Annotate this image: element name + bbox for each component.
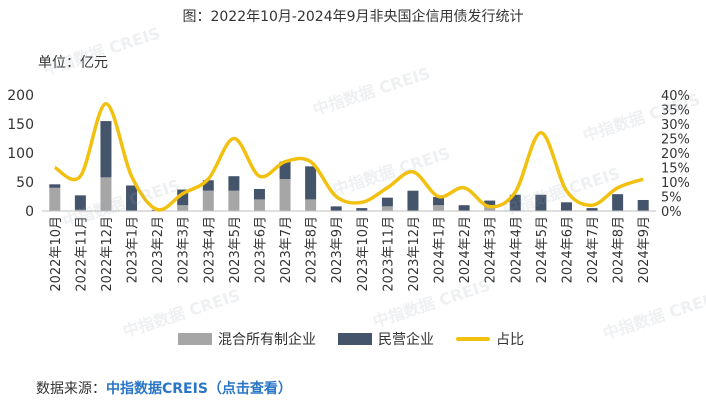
bar-private [612, 194, 624, 211]
bar-private [458, 205, 470, 211]
bar-mixed [381, 206, 393, 211]
bar-private [484, 200, 496, 207]
legend-label-private: 民营企业 [378, 332, 434, 348]
bar-private [535, 194, 547, 211]
x-tick-label: 2023年11月 [381, 216, 396, 292]
y-right-tick-label: 10% [661, 176, 690, 191]
chart-title: 图：2022年10月-2024年9月非央国企信用债发行统计 [182, 9, 524, 25]
x-tick-label: 2023年7月 [279, 216, 294, 283]
x-tick-label: 2023年5月 [228, 216, 243, 283]
bar-mixed [279, 179, 291, 211]
bar-private [279, 161, 291, 180]
bar-private [228, 176, 240, 191]
y-right-tick-label: 25% [661, 133, 690, 148]
x-tick-label: 2024年6月 [560, 216, 575, 283]
x-tick-label: 2023年2月 [151, 216, 166, 283]
bar-private [253, 188, 265, 200]
legend-item-ratio: 占比 [456, 329, 524, 349]
y-right-tick-label: 35% [661, 104, 690, 119]
y-left-tick-label: 0 [25, 204, 34, 220]
y-right-tick-label: 20% [661, 147, 690, 162]
bar-private [509, 194, 521, 211]
x-tick-label: 2024年1月 [433, 216, 448, 283]
unit-label: 单位：亿元 [38, 55, 108, 71]
bar-mixed [49, 187, 61, 211]
bar-private [560, 202, 572, 211]
legend: 混合所有制企业 民营企业 占比 [178, 329, 546, 349]
x-tick-label: 2024年5月 [535, 216, 550, 283]
x-tick-label: 2023年12月 [407, 216, 422, 292]
bar-mixed [74, 209, 86, 211]
bar-private [49, 184, 61, 188]
x-tick-label: 2024年7月 [586, 216, 601, 283]
y-right-tick-label: 15% [661, 162, 690, 177]
legend-swatch-private [338, 333, 372, 345]
legend-label-ratio: 占比 [496, 332, 524, 348]
x-tick-label: 2023年1月 [126, 216, 141, 283]
bar-private [381, 197, 393, 207]
y-left-tick-label: 50 [16, 175, 34, 191]
y-right-tick-label: 5% [661, 191, 682, 206]
x-tick-label: 2024年3月 [484, 216, 499, 283]
bar-private [407, 190, 419, 211]
x-tick-label: 2022年10月 [49, 216, 64, 292]
y-right-tick-label: 30% [661, 118, 690, 133]
x-tick-label: 2022年11月 [74, 216, 89, 292]
x-tick-label: 2023年8月 [305, 216, 320, 283]
x-tick-label: 2022年12月 [100, 216, 115, 292]
bar-private [356, 208, 368, 211]
bar-mixed [253, 199, 265, 211]
bar-private [100, 121, 112, 178]
ratio-line [53, 101, 644, 212]
bar-mixed [202, 190, 214, 211]
y-left-tick-label: 100 [7, 146, 34, 162]
bar-private [126, 185, 138, 211]
x-tick-label: 2023年10月 [356, 216, 371, 292]
bar-private [177, 189, 189, 206]
bar-mixed [228, 190, 240, 211]
x-tick-label: 2023年3月 [177, 216, 192, 283]
legend-item-mixed: 混合所有制企业 [178, 329, 316, 349]
bar-private [637, 199, 649, 211]
x-tick-label: 2024年8月 [612, 216, 627, 283]
source-footer: 数据来源：中指数据CREIS（点击查看） [36, 378, 292, 398]
legend-swatch-mixed [178, 333, 212, 345]
x-tick-label: 2023年9月 [330, 216, 345, 283]
bar-mixed [484, 206, 496, 211]
y-right-tick-label: 40% [661, 89, 690, 104]
x-tick-label: 2023年4月 [202, 216, 217, 283]
bar-mixed [100, 177, 112, 211]
x-tick-label: 2024年2月 [458, 216, 473, 283]
x-tick-label: 2024年9月 [637, 216, 652, 283]
source-prefix: 数据来源： [36, 381, 106, 397]
legend-label-mixed: 混合所有制企业 [218, 332, 316, 348]
y-left-tick-label: 200 [7, 88, 34, 104]
x-tick-label: 2024年4月 [509, 216, 524, 283]
source-link[interactable]: 中指数据CREIS（点击查看） [106, 381, 292, 397]
legend-item-private: 民营企业 [338, 329, 434, 349]
bar-private [202, 180, 214, 191]
bar-mixed [433, 205, 445, 211]
bar-private [433, 197, 445, 206]
bar-private [586, 208, 598, 211]
chart-svg: 0 50 100 150 200 0%5%10%15%20%25%30%35%40% 202… [7, 88, 690, 292]
bar-private [305, 166, 317, 200]
bar-mixed [305, 199, 317, 211]
bar-private [330, 206, 342, 211]
x-tick-label: 2023年6月 [253, 216, 268, 283]
y-right-tick-label: 0% [661, 205, 682, 220]
y-left-tick-label: 150 [7, 117, 34, 133]
legend-swatch-ratio [456, 337, 490, 341]
bar-mixed [177, 205, 189, 211]
bar-private [74, 195, 86, 210]
